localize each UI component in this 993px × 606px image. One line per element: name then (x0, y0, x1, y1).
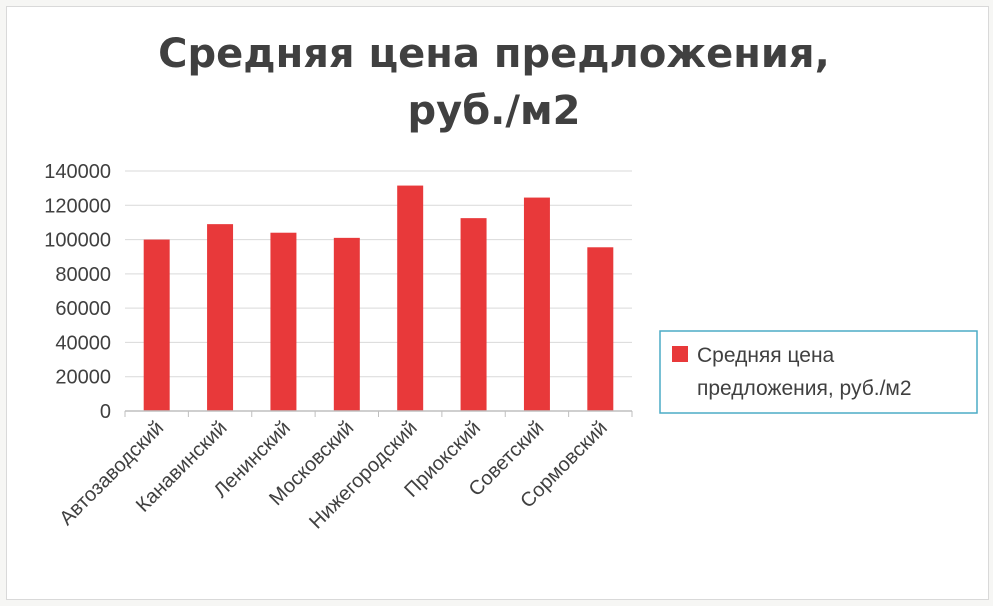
bars (143, 185, 614, 411)
bar (207, 224, 234, 411)
legend-box (659, 330, 978, 414)
legend-label-line-2: предложения, руб./м2 (697, 377, 912, 400)
y-axis-ticks: 0 20000 40000 60000 80000 100000 120000 140000 (44, 161, 111, 423)
x-axis (124, 410, 633, 417)
bar (587, 247, 614, 411)
y-tick-label: 60000 (55, 298, 111, 320)
chart-title-line-2: руб./м2 (408, 88, 581, 134)
legend: Средняя цена предложения, руб./м2 (659, 330, 978, 414)
x-category-label: Автозаводский (55, 417, 168, 530)
x-axis-category-labels: АвтозаводскийКанавинскийЛенинскийМосковс… (55, 417, 611, 533)
y-tick-label: 140000 (44, 161, 111, 183)
y-tick-label: 20000 (55, 367, 111, 389)
y-tick-label: 40000 (55, 332, 111, 354)
bar (333, 237, 360, 411)
y-tick-label: 0 (100, 401, 111, 423)
bar (523, 197, 550, 411)
bar-chart: Средняя цена предложения, руб./м2 0 20000… (44, 31, 978, 533)
gridlines (125, 170, 632, 378)
bar (397, 185, 424, 411)
bar (270, 232, 297, 411)
chart-title-line-1: Средняя цена предложения, (158, 31, 830, 77)
chart-frame: Средняя цена предложения, руб./м2 0 20000… (6, 6, 989, 600)
y-tick-label: 120000 (44, 195, 111, 217)
bar (143, 239, 170, 411)
x-category-label: Нижегородский (305, 417, 421, 533)
legend-label-line-1: Средняя цена (697, 344, 835, 367)
y-tick-label: 80000 (55, 264, 111, 286)
y-tick-label: 100000 (44, 230, 111, 252)
legend-swatch (672, 346, 688, 362)
bar (460, 218, 487, 411)
